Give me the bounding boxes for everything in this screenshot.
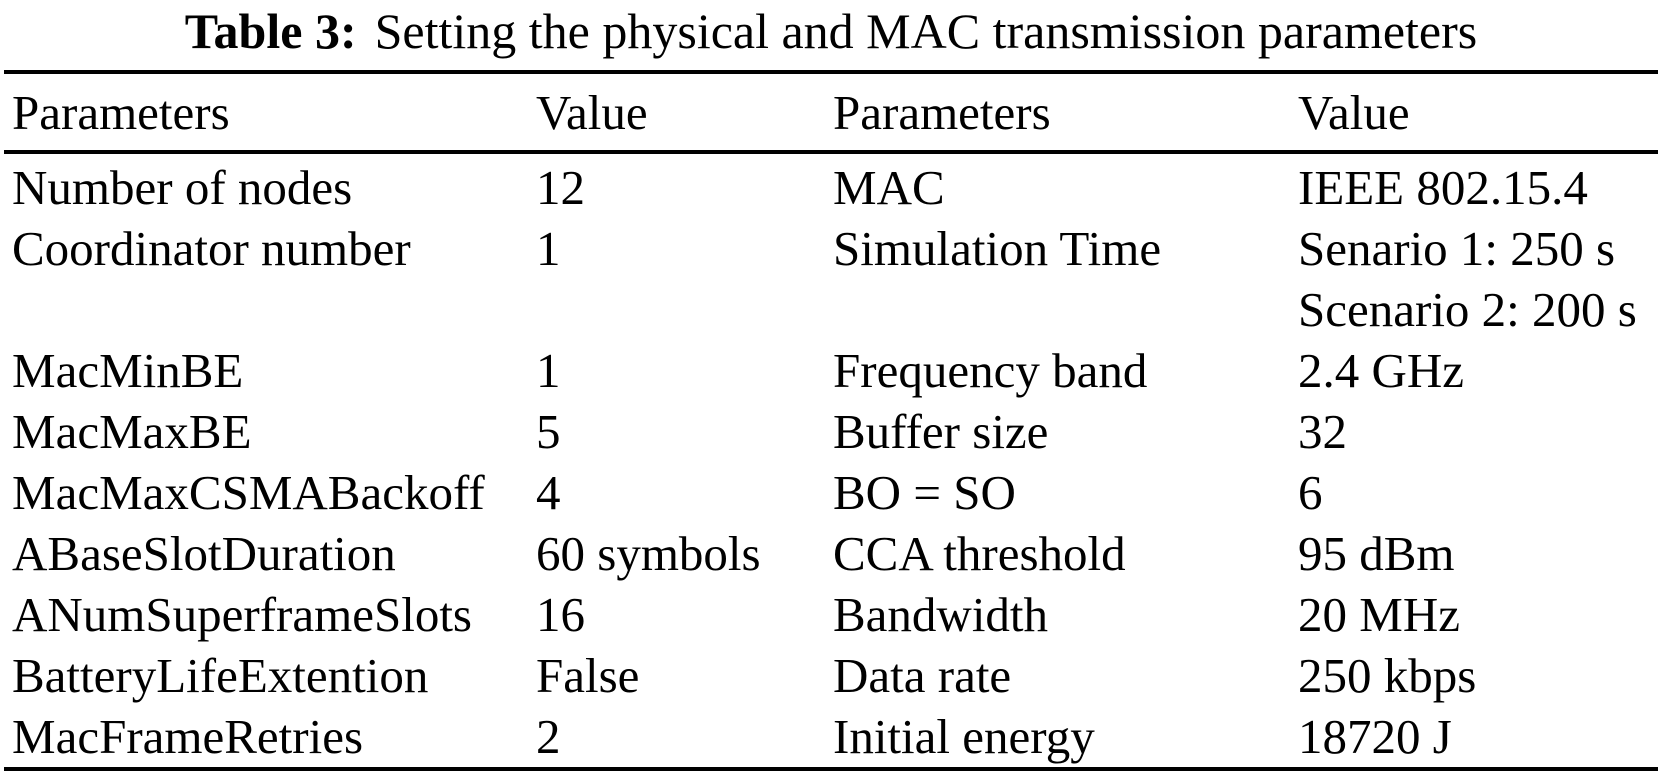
param-cell: Buffer size <box>833 404 1049 459</box>
value-cell: 4 <box>536 465 561 520</box>
param-cell: Initial energy <box>833 709 1095 764</box>
param-cell: Data rate <box>833 648 1012 703</box>
value-cell: 16 <box>536 587 585 642</box>
param-cell: MacFrameRetries <box>12 709 364 764</box>
value-cell: 60 symbols <box>536 526 761 581</box>
value-cell: 12 <box>536 160 585 215</box>
col-header-value-right: Value <box>1298 72 1658 154</box>
table-row: BatteryLifeExtention False Data rate 250… <box>4 645 1658 706</box>
table-header-row: Parameters Value Parameters Value <box>4 72 1658 154</box>
table-row: ANumSuperframeSlots 16 Bandwidth 20 MHz <box>4 584 1658 645</box>
value-cell: False <box>536 648 640 703</box>
value-cell: 250 kbps <box>1298 648 1477 703</box>
caption-text: Setting the physical and MAC transmissio… <box>374 3 1478 59</box>
value-line-scenario-2: Scenario 2: 200 s <box>1298 282 1637 337</box>
col-header-value-left: Value <box>536 72 833 154</box>
table-row: ABaseSlotDuration 60 symbols CCA thresho… <box>4 523 1658 584</box>
caption-label: Table 3: <box>184 3 357 59</box>
table-row: MacMaxCSMABackoff 4 BO = SO 6 <box>4 462 1658 523</box>
param-cell: Frequency band <box>833 343 1148 398</box>
col-header-parameters-right: Parameters <box>833 72 1298 154</box>
table-row: MacMinBE 1 Frequency band 2.4 GHz <box>4 340 1658 401</box>
table-row: MacFrameRetries 2 Initial energy 18720 J <box>4 706 1658 769</box>
value-cell: 20 MHz <box>1298 587 1460 642</box>
param-cell: BatteryLifeExtention <box>12 648 429 703</box>
param-cell: MacMinBE <box>12 343 244 398</box>
param-cell: Simulation Time <box>833 221 1162 276</box>
table-row: Number of nodes 12 MAC IEEE 802.15.4 <box>4 152 1658 218</box>
value-cell: Senario 1: 250 s Scenario 2: 200 s <box>1298 218 1658 340</box>
param-cell: MAC <box>833 160 945 215</box>
value-cell: 95 dBm <box>1298 526 1455 581</box>
param-cell: CCA threshold <box>833 526 1126 581</box>
param-cell: ANumSuperframeSlots <box>12 587 472 642</box>
value-cell: 1 <box>536 221 561 276</box>
value-cell: 2.4 GHz <box>1298 343 1465 398</box>
value-cell: 6 <box>1298 465 1323 520</box>
value-cell: 2 <box>536 709 561 764</box>
param-cell: MacMaxBE <box>12 404 252 459</box>
parameters-table: Parameters Value Parameters Value Number… <box>4 70 1658 771</box>
value-line-scenario-1: Senario 1: 250 s <box>1298 221 1616 276</box>
table-row: MacMaxBE 5 Buffer size 32 <box>4 401 1658 462</box>
param-cell: MacMaxCSMABackoff <box>12 465 485 520</box>
table-caption: Table 3: Setting the physical and MAC tra… <box>0 2 1662 60</box>
param-cell: ABaseSlotDuration <box>12 526 396 581</box>
value-cell: 1 <box>536 343 561 398</box>
param-cell: Number of nodes <box>12 160 353 215</box>
value-cell: 32 <box>1298 404 1347 459</box>
param-cell: Bandwidth <box>833 587 1049 642</box>
col-header-parameters-left: Parameters <box>4 72 536 154</box>
value-cell: IEEE 802.15.4 <box>1298 160 1588 215</box>
table-row: Coordinator number 1 Simulation Time Sen… <box>4 218 1658 340</box>
value-cell: 18720 J <box>1298 709 1452 764</box>
param-cell: Coordinator number <box>12 221 411 276</box>
value-cell: 5 <box>536 404 561 459</box>
param-cell: BO = SO <box>833 465 1016 520</box>
